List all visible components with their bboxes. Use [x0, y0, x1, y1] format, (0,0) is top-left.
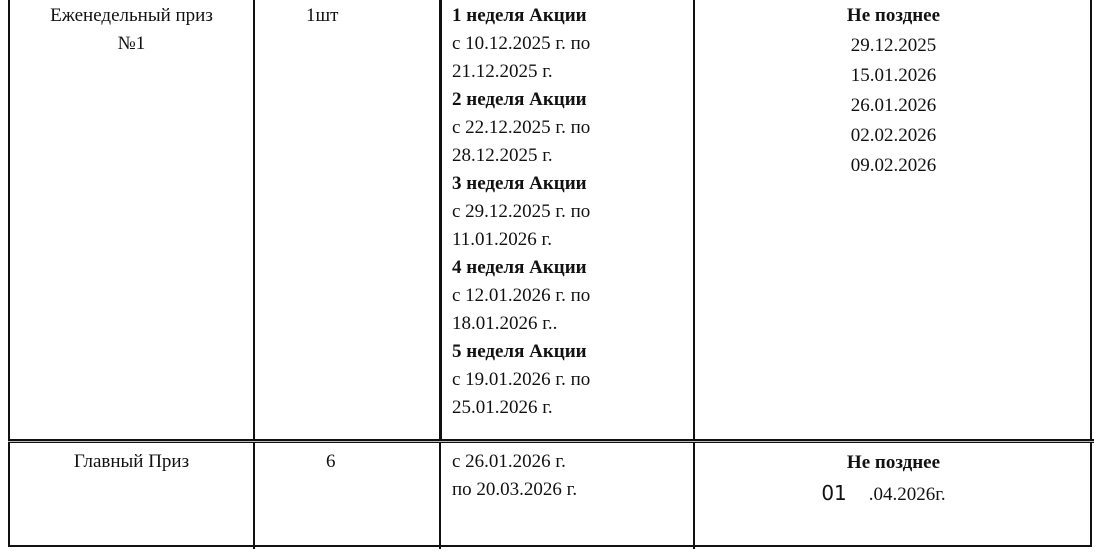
- deadline-title: Не позднее: [846, 452, 941, 473]
- deadline-month-year: .04.2026г.: [868, 484, 946, 505]
- week-start: с 22.12.2025 г. по: [452, 117, 591, 138]
- period-cell: с 26.01.2026 г. по 20.03.2026 г.: [452, 448, 577, 504]
- deadline-date: 09.02.2026: [850, 155, 937, 176]
- week-title: 2 неделя Акции: [452, 89, 587, 110]
- prize-number: №1: [117, 33, 146, 54]
- deadline-cell: Не позднее 01 .04.2026г.: [695, 448, 1092, 510]
- column-divider: [693, 0, 695, 549]
- prize-name: Еженедельный приз: [50, 5, 213, 26]
- week-end: 21.12.2025 г.: [452, 61, 553, 82]
- deadline-cell: Не позднее 29.12.2025 15.01.2026 26.01.2…: [695, 1, 1092, 181]
- quantity-cell: 6: [326, 451, 336, 472]
- week-4: 4 неделя Акции с 12.01.2026 г. по 18.01.20…: [452, 254, 590, 338]
- week-start: с 19.01.2026 г. по: [452, 369, 591, 390]
- week-end: 28.12.2025 г.: [452, 145, 553, 166]
- week-start: с 10.12.2025 г. по: [452, 33, 591, 54]
- deadline-title: Не позднее: [846, 5, 941, 26]
- week-start: с 12.01.2026 г. по: [452, 285, 591, 306]
- prize-name-cell: Еженедельный приз №1: [10, 2, 253, 58]
- week-title: 1 неделя Акции: [452, 5, 587, 26]
- week-3: 3 неделя Акции с 29.12.2025 г. по 11.01.20…: [452, 170, 590, 254]
- prize-table: [8, 0, 1092, 547]
- quantity-cell: 1шт: [306, 5, 339, 26]
- period-end: по 20.03.2026 г.: [452, 479, 578, 500]
- row-divider: [8, 439, 1094, 443]
- week-end: 18.01.2026 г..: [452, 313, 558, 334]
- weeks-cell: 1 неделя Акции с 10.12.2025 г. по 21.12.20…: [452, 2, 590, 422]
- deadline-day: 01: [821, 481, 847, 505]
- week-2: 2 неделя Акции с 22.12.2025 г. по 28.12.20…: [452, 86, 590, 170]
- column-divider: [439, 442, 441, 549]
- deadline-date: 29.12.2025: [850, 35, 937, 56]
- week-start: с 29.12.2025 г. по: [452, 201, 591, 222]
- week-end: 25.01.2026 г.: [452, 397, 553, 418]
- deadline-date: 15.01.2026: [850, 65, 937, 86]
- period-start: с 26.01.2026 г.: [452, 451, 566, 472]
- week-1: 1 неделя Акции с 10.12.2025 г. по 21.12.20…: [452, 2, 590, 86]
- week-end: 11.01.2026 г.: [452, 229, 552, 250]
- deadline-date: 01 .04.2026г.: [675, 478, 1092, 510]
- column-divider: [439, 0, 442, 442]
- week-5: 5 неделя Акции с 19.01.2026 г. по 25.01.20…: [452, 338, 590, 422]
- week-title: 5 неделя Акции: [452, 341, 587, 362]
- deadline-date: 02.02.2026: [850, 125, 937, 146]
- prize-name-cell: Главный Приз: [10, 448, 253, 476]
- deadline-date: 26.01.2026: [850, 95, 937, 116]
- week-title: 3 неделя Акции: [452, 173, 587, 194]
- week-title: 4 неделя Акции: [452, 257, 587, 278]
- column-divider: [253, 0, 255, 549]
- prize-name: Главный Приз: [73, 451, 190, 472]
